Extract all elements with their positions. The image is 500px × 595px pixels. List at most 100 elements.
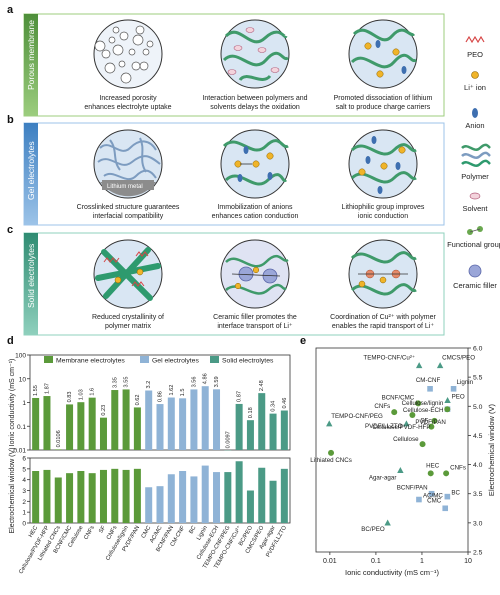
conductivity-data-label: 3.56: [191, 377, 197, 388]
illustration-salt-dissociation: [348, 19, 418, 89]
scatter-xtick-label: 1: [420, 558, 424, 565]
window-bar: [201, 465, 209, 523]
conductivity-data-label: 1.6: [90, 388, 96, 396]
window-bar: [122, 469, 130, 523]
scatter-ytick-label: 4.5: [473, 433, 483, 440]
window-bar: [111, 468, 119, 523]
caption-c3-line2: enables the rapid transport of Li⁺: [332, 323, 434, 330]
conductivity-bar: [235, 403, 243, 450]
conductivity-bar: [122, 389, 130, 450]
conductivity-ytick-label: 10: [19, 376, 27, 383]
pore: [101, 49, 111, 59]
window-ytick-label: 3: [22, 488, 26, 495]
scatter-point-label: AC/MC: [423, 493, 443, 500]
window-bar: [235, 461, 243, 523]
conductivity-bar: [133, 407, 141, 450]
caption-b2-line1: Immobilization of anions: [217, 204, 293, 211]
conductivity-data-label: 1.5: [180, 389, 186, 397]
scatter-ytick-label: 2.5: [473, 550, 483, 557]
window-bar: [167, 474, 175, 523]
window-bar: [246, 490, 254, 523]
scatter-point-label: Cellulose: [393, 436, 419, 443]
conductivity-data-label: 0.62: [135, 395, 141, 406]
conductivity-bar: [280, 410, 288, 450]
scatter-point: [427, 386, 433, 392]
polymer-icon: [461, 143, 491, 167]
window-bar: [43, 469, 51, 523]
conductivity-data-label: 0.18: [248, 407, 254, 418]
caption-a1-line1: Increased porosity: [99, 95, 157, 102]
conductivity-data-label: 0.23: [101, 405, 107, 416]
scatter-point-label: BCNF/PAN: [397, 485, 428, 492]
conductivity-data-label: 0.86: [158, 391, 164, 402]
panel-letter-a: a: [7, 4, 14, 16]
scatter-point-label: BC/PEO: [361, 526, 385, 533]
scatter-point-label: CMCS/PEO: [442, 354, 475, 361]
conductivity-data-label: 0.0097: [225, 431, 231, 448]
illustration-crystallinity: [93, 239, 163, 309]
window-bar: [179, 471, 187, 523]
band-solid-electrolytes: [24, 233, 38, 335]
conductivity-bar: [201, 386, 209, 450]
conductivity-data-label: 0.0106: [56, 430, 62, 447]
legend-label-membrane: Membrane electrolytes: [56, 358, 125, 365]
conductivity-data-label: 0.83: [67, 392, 73, 403]
conductivity-bar: [66, 404, 74, 450]
scatter-xtick-label: 0.01: [323, 558, 337, 565]
solvent-icon: [469, 192, 481, 200]
scatter-point: [391, 409, 398, 416]
pore: [131, 61, 141, 71]
scatter-point-label: CM-CNF: [416, 377, 441, 384]
conductivity-ylabel: Ionic conductivity (mS cm⁻¹): [9, 359, 16, 447]
scatter-ytick-label: 5.0: [473, 404, 483, 411]
conductivity-bar: [111, 390, 119, 450]
scatter-point: [444, 406, 451, 413]
pore: [139, 61, 149, 71]
conductivity-data-label: 0.87: [237, 391, 243, 402]
pore: [146, 40, 154, 48]
caption-a3-line1: Promoted dissociation of lithium: [334, 95, 433, 102]
caption-c1-line2: polymer matrix: [105, 323, 151, 330]
scatter-point-label: Agar-agar: [369, 474, 397, 481]
illustration-porous: [93, 19, 163, 89]
scatter-point: [444, 493, 451, 500]
legend-label-peo: PEO: [467, 50, 483, 59]
illustration-anion-immobilization: [220, 129, 290, 199]
band-label-solid-electrolytes: Solid electrolytes: [26, 244, 36, 308]
pore: [108, 36, 116, 44]
conductivity-ytick-label: 0.01: [13, 448, 26, 455]
caption-b1-line1: Crosslinked structure guarantees: [77, 204, 180, 211]
window-bar: [156, 486, 164, 523]
window-bar: [213, 472, 221, 523]
conductivity-bar: [167, 397, 175, 450]
legend-swatch-solid: [210, 356, 219, 363]
window-bar: [224, 472, 232, 523]
caption-a2-line2: solvents delays the oxidation: [210, 104, 300, 111]
scatter-point: [431, 417, 438, 424]
panel-a: a Porous membrane: [7, 4, 445, 117]
conductivity-bar: [145, 390, 153, 450]
illustration-crosslinked: Lithium metal: [93, 129, 163, 199]
scatter-axes-frame: [315, 347, 469, 553]
pore: [135, 25, 145, 35]
conductivity-bar: [179, 398, 187, 450]
scatter-point: [397, 467, 404, 473]
conductivity-data-label: 1.87: [44, 383, 50, 394]
scatter-point-label: SF: [420, 418, 428, 425]
scatter-ytick-label: 6.0: [473, 346, 483, 353]
scatter-point: [415, 400, 422, 407]
pore: [128, 48, 136, 56]
pore: [104, 62, 116, 74]
conductivity-data-label: 2.48: [259, 380, 265, 391]
window-bar: [280, 468, 288, 523]
scatter-point: [384, 519, 391, 526]
caption-c2-line2: interface transport of Li⁺: [217, 323, 293, 330]
legend-label-li: Li⁺ ion: [464, 83, 486, 92]
conductivity-data-label: 3.59: [214, 376, 220, 387]
legend-label-solvent: Solvent: [462, 204, 488, 213]
window-ytick-label: 6: [22, 456, 26, 463]
conductivity-bar: [269, 413, 277, 450]
panel-letter-e: e: [300, 335, 306, 347]
caption-b3-line2: ionic conduction: [358, 213, 408, 220]
